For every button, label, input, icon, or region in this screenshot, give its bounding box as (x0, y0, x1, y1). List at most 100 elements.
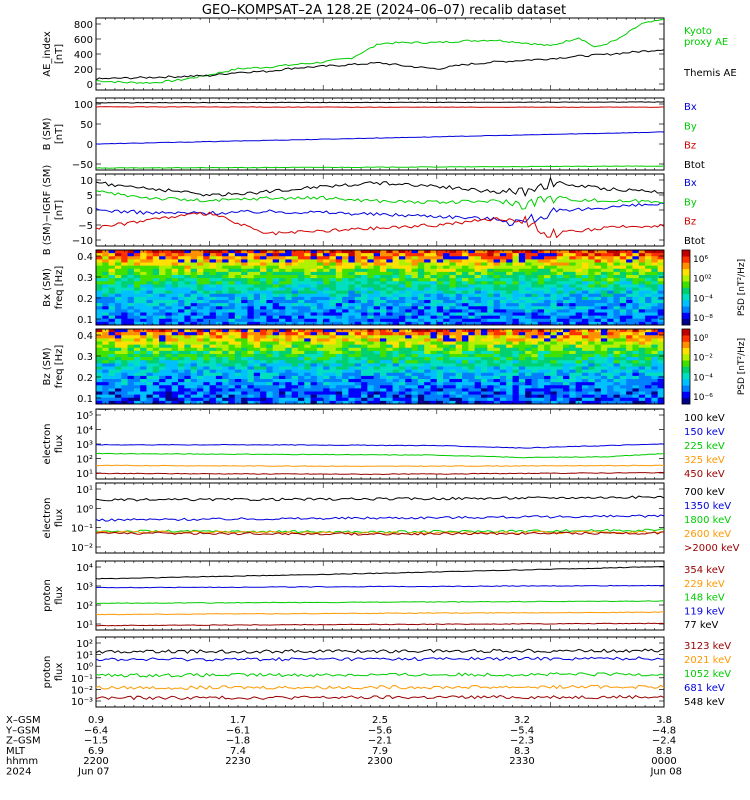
spectrogram-cell (506, 281, 513, 285)
spectrogram-cell (386, 300, 393, 304)
colorbar-segment (682, 397, 690, 405)
spectrogram-cell (127, 379, 135, 383)
spectrogram-cell (645, 306, 652, 310)
spectrogram-cell (266, 357, 274, 361)
spectrogram-cell (102, 347, 109, 352)
spectrogram-cell (569, 385, 576, 389)
spectrogram-cell (600, 397, 608, 402)
spectrogram-cell (152, 360, 160, 364)
spectrogram-cell (361, 400, 368, 405)
spectrogram-cell (114, 363, 122, 367)
spectrogram-cell (140, 366, 147, 370)
spectrogram-cell (525, 382, 532, 386)
spectrogram-cell (626, 332, 633, 336)
spectrogram-cell (323, 250, 330, 254)
spectrogram-cell (556, 256, 564, 260)
spectrogram-cell (468, 321, 475, 326)
spectrogram-cell (165, 369, 173, 374)
spectrogram-cell (335, 309, 343, 313)
spectrogram-cell (619, 318, 627, 323)
spectrogram-cell (323, 366, 330, 370)
spectrogram-cell (133, 329, 141, 333)
spectrogram-cell (203, 253, 210, 257)
spectrogram-cell (108, 360, 116, 364)
spectrogram-cell (190, 318, 198, 323)
spectrogram-cell (190, 265, 198, 270)
spectrogram-cell (411, 275, 419, 279)
spectrogram-cell (354, 318, 362, 323)
spectrogram-cell (563, 312, 570, 316)
colorbar-segment (682, 347, 690, 355)
spectrogram-cell (474, 303, 482, 307)
spectrogram-cell (266, 275, 274, 279)
spectrogram-cell (556, 344, 564, 349)
spectrogram-cell (361, 379, 368, 383)
spectrogram-cell (260, 287, 267, 291)
spectrogram-cell (335, 275, 343, 279)
spectrogram-cell (575, 341, 583, 345)
spectrogram-cell (234, 271, 242, 276)
colorbar-segment (682, 341, 690, 349)
spectrogram-cell (291, 303, 299, 307)
spectrogram-cell (392, 379, 400, 383)
spectrogram-cell (114, 357, 122, 361)
spectrogram-cell (613, 290, 621, 295)
spectrogram-cell (424, 312, 431, 316)
spectrogram-cell (613, 372, 621, 377)
spectrogram-cell (121, 388, 128, 392)
spectrogram-cell (651, 306, 658, 310)
spectrogram-cell (537, 375, 545, 380)
spectrogram-cell (588, 287, 595, 291)
spectrogram-cell (449, 388, 457, 392)
spectrogram-cell (133, 354, 141, 358)
spectrogram-cell (386, 335, 393, 339)
spectrogram-cell (323, 271, 330, 276)
spectrogram-cell (152, 400, 160, 405)
spectrogram-cell (228, 259, 236, 263)
spectrogram-cell (550, 397, 558, 402)
spectrogram-cell (329, 318, 337, 323)
spectrogram-cell (493, 306, 501, 310)
spectrogram-cell (638, 259, 646, 263)
spectrogram-cell (506, 329, 513, 333)
spectrogram-cell (203, 354, 210, 358)
spectrogram-cell (405, 312, 412, 316)
spectrogram-cell (417, 366, 425, 370)
spectrogram-cell (430, 379, 438, 383)
spectrogram-cell (184, 296, 191, 301)
spectrogram-cell (449, 309, 457, 313)
spectrogram-cell (316, 369, 324, 374)
spectrogram-cell (304, 265, 311, 270)
spectrogram-cell (108, 332, 116, 336)
series-line-by (95, 165, 665, 169)
spectrogram-cell (260, 318, 267, 323)
spectrogram-cell (531, 296, 539, 301)
spectrogram-cell (297, 250, 305, 254)
y-tick-label: 0.1 (77, 315, 93, 326)
spectrogram-cell (569, 344, 576, 349)
spectrogram-cell (600, 321, 608, 326)
spectrogram-cell (462, 335, 469, 339)
spectrogram-cell (487, 332, 494, 336)
spectrogram-cell (588, 300, 595, 304)
spectrogram-cell (165, 253, 173, 257)
spectrogram-cell (171, 344, 179, 349)
spectrogram-cell (563, 388, 570, 392)
spectrogram-cell (424, 315, 431, 320)
spectrogram-cell (493, 394, 501, 399)
spectrogram-cell (613, 338, 621, 342)
spectrogram-cell (607, 400, 614, 405)
spectrogram-cell (632, 293, 640, 298)
spectrogram-cell (304, 357, 311, 361)
spectrogram-cell (247, 379, 255, 383)
spectrogram-cell (234, 293, 242, 298)
spectrogram-cell (424, 360, 431, 364)
spectrogram-cell (531, 271, 539, 276)
spectrogram-cell (222, 350, 229, 355)
spectrogram-cell (253, 312, 261, 316)
spectrogram-cell (354, 315, 362, 320)
spectrogram-cell (499, 338, 507, 342)
spectrogram-cell (354, 400, 362, 405)
spectrogram-cell (266, 262, 274, 266)
spectrogram-cell (190, 341, 198, 345)
